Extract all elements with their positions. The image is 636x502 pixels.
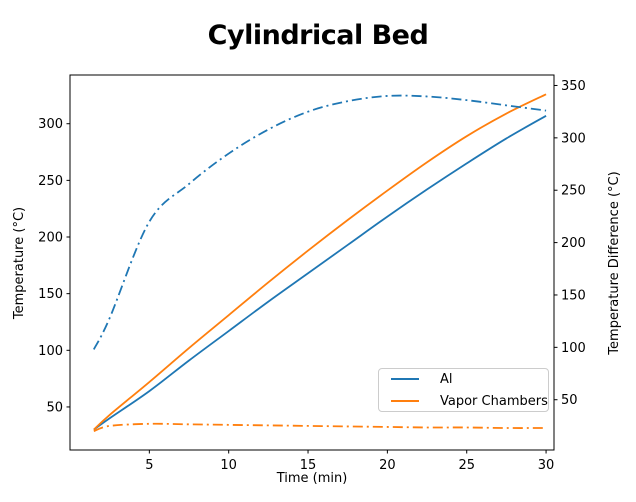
series-line-vapor-chambers-temperature-difference bbox=[93, 422, 547, 432]
y-tick-label-right: 100 bbox=[561, 341, 586, 356]
series-line-al bbox=[93, 115, 547, 431]
series-line-vapor-chambers bbox=[93, 93, 547, 431]
y-tick-label-right: 250 bbox=[561, 184, 586, 199]
y-tick-label-right: 350 bbox=[561, 79, 586, 94]
legend-item-vapor-chambers: Vapor Chambers bbox=[379, 392, 548, 410]
y-tick-label-right: 150 bbox=[561, 288, 586, 303]
y-tick-label-right: 300 bbox=[561, 131, 586, 146]
y-tick-label-right: 200 bbox=[561, 236, 586, 251]
legend: Al Vapor Chambers bbox=[378, 368, 549, 412]
al-line-swatch bbox=[391, 378, 419, 380]
x-tick-label: 5 bbox=[145, 458, 153, 473]
y-tick-label-left: 50 bbox=[46, 400, 63, 415]
chart-title: Cylindrical Bed bbox=[207, 20, 429, 51]
y-tick-label-left: 150 bbox=[38, 287, 63, 302]
y-tick-label-left: 300 bbox=[38, 117, 63, 132]
y-tick-label-right: 50 bbox=[561, 393, 578, 408]
plot-border bbox=[69, 74, 555, 451]
y-tick-label-left: 100 bbox=[38, 344, 63, 359]
legend-item-al: Al bbox=[379, 370, 548, 388]
legend-label-al: Al bbox=[440, 371, 453, 387]
series-line-al-temperature-difference bbox=[93, 94, 547, 350]
legend-label-vapor-chambers: Vapor Chambers bbox=[440, 393, 548, 409]
x-tick-label: 30 bbox=[538, 458, 555, 473]
x-axis-label: Time (min) bbox=[276, 471, 348, 486]
x-tick-label: 15 bbox=[300, 458, 317, 473]
x-tick-label: 10 bbox=[220, 458, 237, 473]
x-tick-label: 20 bbox=[379, 458, 396, 473]
y-tick-label-left: 250 bbox=[38, 174, 63, 189]
vapor-chambers-line-swatch bbox=[391, 400, 419, 402]
y-tick-label-left: 200 bbox=[38, 231, 63, 246]
x-tick-label: 25 bbox=[458, 458, 475, 473]
